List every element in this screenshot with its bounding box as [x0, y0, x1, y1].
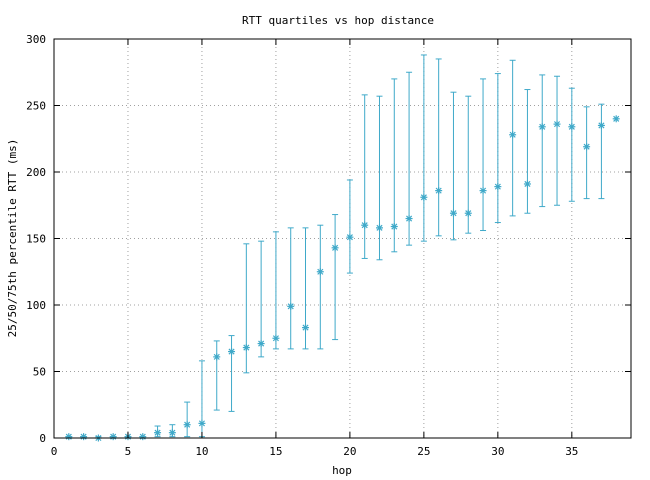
y-axis-ticks: 0 50 100 150 200 250 300 [26, 33, 631, 445]
error-bar [583, 106, 590, 200]
median-point [168, 429, 176, 437]
x-tick-label: 30 [491, 445, 504, 458]
y-tick-label: 100 [26, 299, 46, 312]
median-point [538, 123, 546, 131]
x-tick-label: 0 [51, 445, 58, 458]
error-bar [435, 58, 442, 237]
median-point [449, 209, 457, 217]
x-tick-label: 10 [195, 445, 208, 458]
y-tick-label: 200 [26, 166, 46, 179]
error-bar [598, 103, 605, 200]
error-bar [346, 179, 353, 274]
median-points [65, 115, 620, 442]
median-point [420, 193, 428, 201]
error-bar [376, 95, 383, 261]
y-tick-label: 50 [33, 366, 46, 379]
median-point [597, 121, 605, 129]
median-point [242, 344, 250, 352]
grid [54, 39, 631, 438]
median-point [198, 419, 206, 427]
median-point [375, 224, 383, 232]
median-point [568, 123, 576, 131]
median-point [494, 183, 502, 191]
median-point [390, 223, 398, 231]
x-tick-label: 5 [125, 445, 132, 458]
median-point [361, 221, 369, 229]
median-point [154, 429, 162, 437]
median-point [65, 433, 73, 441]
median-point [302, 324, 310, 332]
median-point [183, 421, 191, 429]
x-axis-ticks: 0 5 10 15 20 25 30 35 [51, 39, 578, 458]
median-point [287, 302, 295, 310]
x-tick-label: 25 [417, 445, 430, 458]
error-bar [272, 231, 279, 350]
y-tick-label: 250 [26, 100, 46, 113]
chart-title: RTT quartiles vs hop distance [242, 14, 434, 27]
y-tick-label: 300 [26, 33, 46, 46]
y-tick-label: 150 [26, 233, 46, 246]
median-point [228, 348, 236, 356]
x-tick-label: 20 [343, 445, 356, 458]
median-point [583, 143, 591, 151]
error-bar [554, 75, 561, 206]
error-bar [494, 73, 501, 224]
error-bar [258, 240, 265, 358]
error-bar [243, 243, 250, 374]
x-tick-label: 15 [269, 445, 282, 458]
median-point [405, 215, 413, 223]
error-bar [332, 214, 339, 341]
error-bar [228, 335, 235, 412]
median-point [139, 433, 147, 441]
median-point [464, 209, 472, 217]
error-bar [524, 89, 531, 214]
error-bar [361, 94, 368, 259]
median-point [213, 353, 221, 361]
median-point [331, 244, 339, 252]
error-bar [213, 340, 220, 411]
error-bar [480, 78, 487, 232]
median-point [257, 340, 265, 348]
error-bar [391, 78, 398, 253]
error-bar [539, 74, 546, 208]
median-point [272, 334, 280, 342]
median-point [523, 180, 531, 188]
median-point [479, 187, 487, 195]
median-point [80, 433, 88, 441]
median-point [109, 433, 117, 441]
error-bar [287, 227, 294, 350]
error-bar [420, 54, 427, 242]
median-point [553, 120, 561, 128]
error-bar [317, 224, 324, 350]
median-point [316, 268, 324, 276]
median-point [346, 233, 354, 241]
median-point [509, 131, 517, 139]
error-bar [568, 87, 575, 202]
error-bar [184, 401, 191, 438]
median-point [612, 115, 620, 123]
x-tick-label: 35 [565, 445, 578, 458]
error-bar [450, 91, 457, 241]
median-point [435, 187, 443, 195]
y-tick-label: 0 [39, 432, 46, 445]
y-axis-label: 25/50/75th percentile RTT (ms) [6, 139, 19, 338]
x-axis-label: hop [332, 464, 352, 477]
